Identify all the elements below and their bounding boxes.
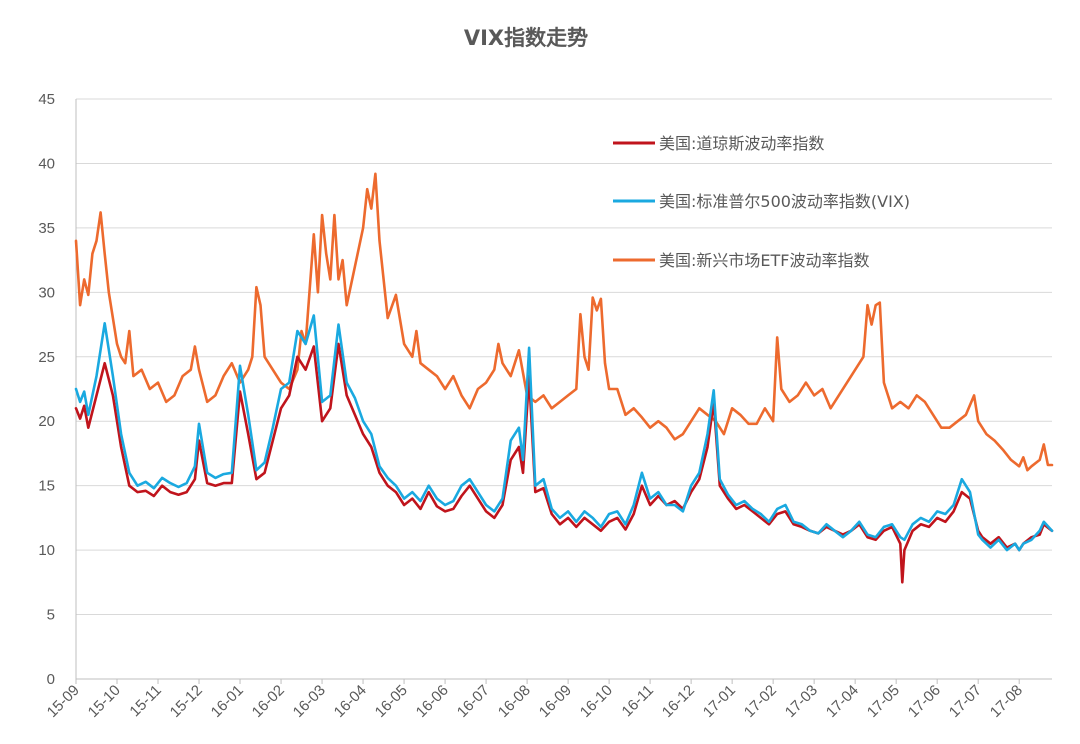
series-lines: [74, 172, 1054, 584]
y-tick-label: 5: [47, 607, 55, 624]
legend-label: 美国:道琼斯波动率指数: [659, 134, 824, 153]
series-line: [74, 314, 1054, 552]
y-tick-label: 35: [38, 220, 55, 237]
x-axis-ticks: 15-09 15-10 15-11 15-12 16-01 16-02 16-03 16-04…: [44, 679, 1026, 721]
y-tick-label: 45: [38, 91, 55, 108]
y-axis-ticks: 0 5 10 15 20 25 30 35 40 45: [38, 91, 55, 688]
y-tick-label: 25: [38, 349, 55, 366]
y-tick-label: 10: [38, 542, 55, 559]
grid-lines: [75, 98, 1052, 680]
legend-label: 美国:新兴市场ETF波动率指数: [659, 251, 869, 270]
chart-title: VIX指数走势: [464, 26, 588, 50]
y-tick-label: 15: [38, 478, 55, 495]
y-tick-label: 40: [38, 155, 55, 172]
y-tick-label: 20: [38, 413, 55, 430]
legend-label: 美国:标准普尔500波动率指数(VIX): [659, 192, 910, 211]
y-tick-label: 0: [47, 671, 55, 688]
series-line: [74, 342, 1054, 584]
y-tick-label: 30: [38, 284, 55, 301]
